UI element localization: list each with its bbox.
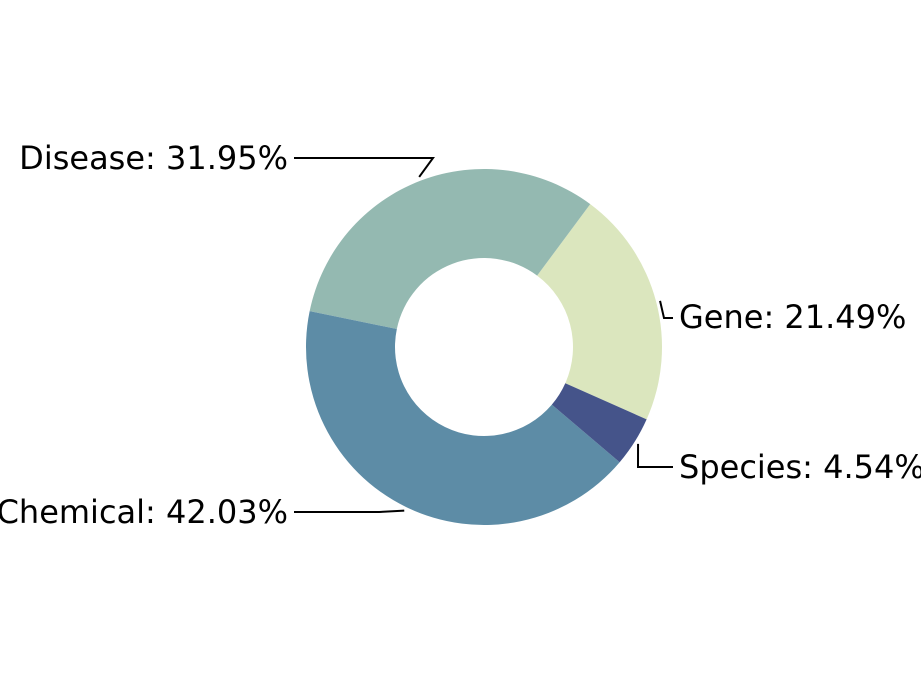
leader-disease (294, 157, 435, 178)
leader-lines (294, 157, 673, 513)
leader-chemical (294, 509, 405, 513)
donut-slices (305, 169, 663, 526)
slice-gene (537, 204, 663, 420)
slice-species (551, 383, 647, 463)
slice-chemical (305, 311, 620, 526)
leader-gene (659, 300, 673, 319)
slice-labels: Gene: 21.49% Disease: 31.95% Chemical: 42.… (0, 139, 921, 531)
leader-species (636, 443, 673, 468)
label-disease: Disease: 31.95% (19, 139, 288, 177)
label-chemical: Chemical: 42.03% (0, 493, 288, 531)
label-species: Species: 4.54% (679, 448, 921, 486)
label-gene: Gene: 21.49% (679, 298, 906, 336)
slice-disease (309, 169, 591, 330)
